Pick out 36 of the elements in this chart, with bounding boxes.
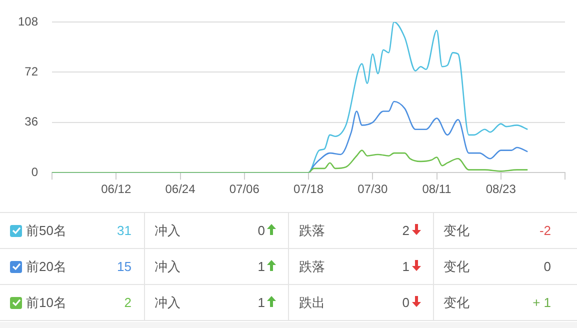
x-tick-label: 07/30 <box>358 182 388 196</box>
text: 1 <box>258 295 265 310</box>
x-tick-label: 07/06 <box>229 182 260 196</box>
text: 前10名 <box>26 294 66 310</box>
x-tick-label: 08/23 <box>486 182 516 196</box>
text: 2 <box>402 223 410 238</box>
x-tick-label: 07/18 <box>293 182 324 196</box>
text: 1 <box>402 259 410 274</box>
x-tick-label: 08/11 <box>422 182 452 196</box>
text: 前50名 <box>26 222 66 238</box>
line-series <box>52 150 528 173</box>
text: 15 <box>117 259 132 274</box>
text: 冲入 <box>154 222 180 240</box>
text: + 1 <box>532 295 552 310</box>
x-tick-label: 06/24 <box>165 182 196 196</box>
y-tick-label: 0 <box>31 164 38 179</box>
text: 变化 <box>444 258 470 276</box>
text: 1 <box>258 259 265 274</box>
text: 31 <box>117 223 132 238</box>
text: 跌落 <box>299 258 325 276</box>
text: -2 <box>539 223 552 238</box>
text: 变化 <box>444 222 470 240</box>
text: 变化 <box>444 294 470 312</box>
y-tick-label: 108 <box>18 14 38 28</box>
text: 冲入 <box>154 294 180 312</box>
text: 0 <box>258 223 265 238</box>
text: 冲入 <box>154 258 180 276</box>
text: 前20名 <box>26 258 66 274</box>
x-tick-label: 06/12 <box>101 182 132 196</box>
text: 跌落 <box>299 222 325 240</box>
text: 跌出 <box>299 294 325 312</box>
text: 0 <box>544 259 552 274</box>
text: 2 <box>124 295 132 310</box>
y-tick-label: 36 <box>24 114 38 129</box>
y-tick-label: 72 <box>24 64 38 79</box>
text: 0 <box>402 295 410 310</box>
